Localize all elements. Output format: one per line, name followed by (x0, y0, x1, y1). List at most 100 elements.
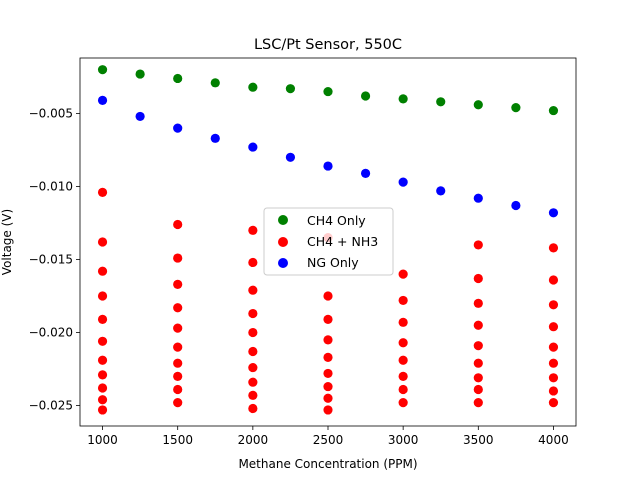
data-point-ch4-nh3 (398, 269, 408, 279)
data-point-ng-only (511, 200, 521, 211)
y-axis-label: Voltage (V) (0, 209, 14, 275)
data-point-ch4-nh3 (323, 335, 333, 345)
data-point-ch4-nh3 (548, 358, 559, 368)
data-point-ch4-nh3 (248, 225, 258, 235)
data-point-ch4-nh3 (173, 371, 183, 381)
x-tick-label: 4000 (538, 433, 569, 447)
data-point-ch4-nh3 (97, 383, 108, 393)
data-point-ch4-only (360, 91, 371, 101)
data-point-ch4-nh3 (323, 381, 333, 392)
data-point-ch4-nh3 (548, 398, 559, 408)
data-point-ng-only (285, 152, 296, 162)
data-point-ch4-nh3 (173, 384, 183, 395)
data-point-ch4-nh3 (473, 341, 483, 351)
x-axis-ticks: 1000 1500 2000 2500 3000 3500 4000 (87, 426, 569, 447)
data-point-ch4-nh3 (473, 320, 483, 330)
data-point-ch4-nh3 (548, 373, 559, 383)
data-point-ch4-nh3 (473, 373, 483, 383)
data-point-ch4-nh3 (398, 371, 408, 381)
legend-label-ch4-nh3: CH4 + NH3 (307, 234, 378, 249)
data-point-ch4-nh3 (248, 285, 258, 295)
legend-marker-ch4-nh3 (278, 237, 288, 247)
data-point-ch4-nh3 (97, 266, 108, 276)
data-point-ch4-only (97, 65, 108, 75)
data-point-ch4-only (210, 78, 220, 88)
data-point-ch4-nh3 (323, 291, 333, 301)
data-point-ch4-nh3 (173, 398, 183, 408)
data-point-ch4-nh3 (398, 398, 408, 408)
data-point-ch4-nh3 (473, 298, 483, 308)
data-point-ch4-nh3 (323, 405, 333, 415)
legend: CH4 Only CH4 + NH3 NG Only (263, 207, 394, 276)
data-point-ch4-only (173, 73, 183, 84)
data-point-ng-only (135, 111, 145, 122)
data-point-ch4-nh3 (173, 342, 183, 352)
data-points (97, 65, 559, 415)
y-tick-label: −0.010 (29, 180, 73, 194)
legend-box (263, 207, 394, 276)
data-point-ch4-nh3 (97, 395, 108, 405)
data-point-ch4-nh3 (97, 370, 108, 380)
x-tick-label: 1000 (87, 433, 118, 447)
data-point-ch4-nh3 (97, 355, 108, 365)
data-point-ch4-only (398, 94, 408, 104)
data-point-ng-only (473, 193, 483, 203)
data-point-ch4-nh3 (398, 384, 408, 395)
data-point-ch4-nh3 (248, 362, 258, 373)
data-point-ch4-nh3 (398, 338, 408, 348)
data-point-ch4-only (285, 84, 296, 94)
data-point-ch4-nh3 (323, 352, 333, 362)
plot-area: 1000 1500 2000 2500 3000 3500 4000 −0.025−0.02… (29, 57, 577, 447)
data-point-ch4-nh3 (323, 368, 333, 379)
data-point-ch4-nh3 (548, 342, 559, 352)
data-point-ng-only (436, 186, 446, 196)
data-point-ng-only (398, 177, 408, 187)
data-point-ng-only (248, 142, 258, 152)
data-point-ch4-nh3 (473, 384, 483, 395)
data-point-ch4-nh3 (173, 279, 183, 289)
data-point-ch4-nh3 (97, 405, 108, 415)
x-tick-label: 2500 (313, 433, 344, 447)
x-tick-label: 2000 (238, 433, 269, 447)
data-point-ch4-nh3 (248, 377, 258, 387)
x-tick-label: 1500 (162, 433, 193, 447)
data-point-ch4-nh3 (548, 243, 559, 253)
y-tick-label: −0.025 (29, 399, 73, 413)
data-point-ch4-only (511, 103, 521, 113)
data-point-ch4-nh3 (548, 300, 559, 310)
data-point-ch4-nh3 (173, 323, 183, 333)
data-point-ch4-nh3 (248, 390, 258, 400)
data-point-ch4-nh3 (97, 237, 108, 247)
data-point-ch4-nh3 (398, 317, 408, 327)
x-tick-label: 3500 (463, 433, 494, 447)
data-point-ch4-nh3 (398, 355, 408, 365)
data-point-ch4-only (135, 69, 145, 79)
data-point-ch4-nh3 (473, 273, 483, 284)
data-point-ch4-nh3 (323, 314, 333, 324)
y-tick-label: −0.015 (29, 253, 73, 267)
data-point-ch4-only (473, 100, 483, 110)
data-point-ch4-nh3 (173, 303, 183, 313)
data-point-ng-only (360, 168, 371, 178)
data-point-ng-only (323, 161, 333, 171)
data-point-ng-only (97, 95, 108, 105)
data-point-ch4-nh3 (248, 403, 258, 414)
data-point-ng-only (173, 123, 183, 133)
data-point-ch4-nh3 (398, 295, 408, 306)
data-point-ch4-nh3 (97, 314, 108, 324)
data-point-ch4-only (436, 97, 446, 107)
y-tick-label: −0.020 (29, 326, 73, 340)
data-point-ng-only (210, 133, 220, 143)
x-axis-label: Methane Concentration (PPM) (238, 457, 417, 471)
data-point-ch4-nh3 (473, 240, 483, 250)
data-point-ch4-nh3 (548, 322, 559, 332)
legend-label-ch4-only: CH4 Only (307, 213, 366, 228)
data-point-ch4-only (248, 82, 258, 92)
y-tick-label: −0.005 (29, 106, 73, 120)
data-point-ch4-nh3 (548, 386, 559, 396)
data-point-ch4-nh3 (473, 398, 483, 408)
data-point-ch4-nh3 (248, 327, 258, 338)
data-point-ch4-nh3 (173, 253, 183, 263)
legend-marker-ch4-only (278, 215, 288, 225)
